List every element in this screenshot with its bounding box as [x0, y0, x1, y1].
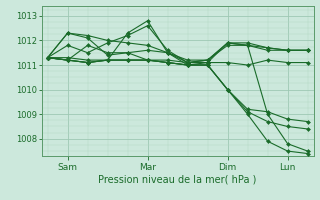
- X-axis label: Pression niveau de la mer( hPa ): Pression niveau de la mer( hPa ): [99, 175, 257, 185]
